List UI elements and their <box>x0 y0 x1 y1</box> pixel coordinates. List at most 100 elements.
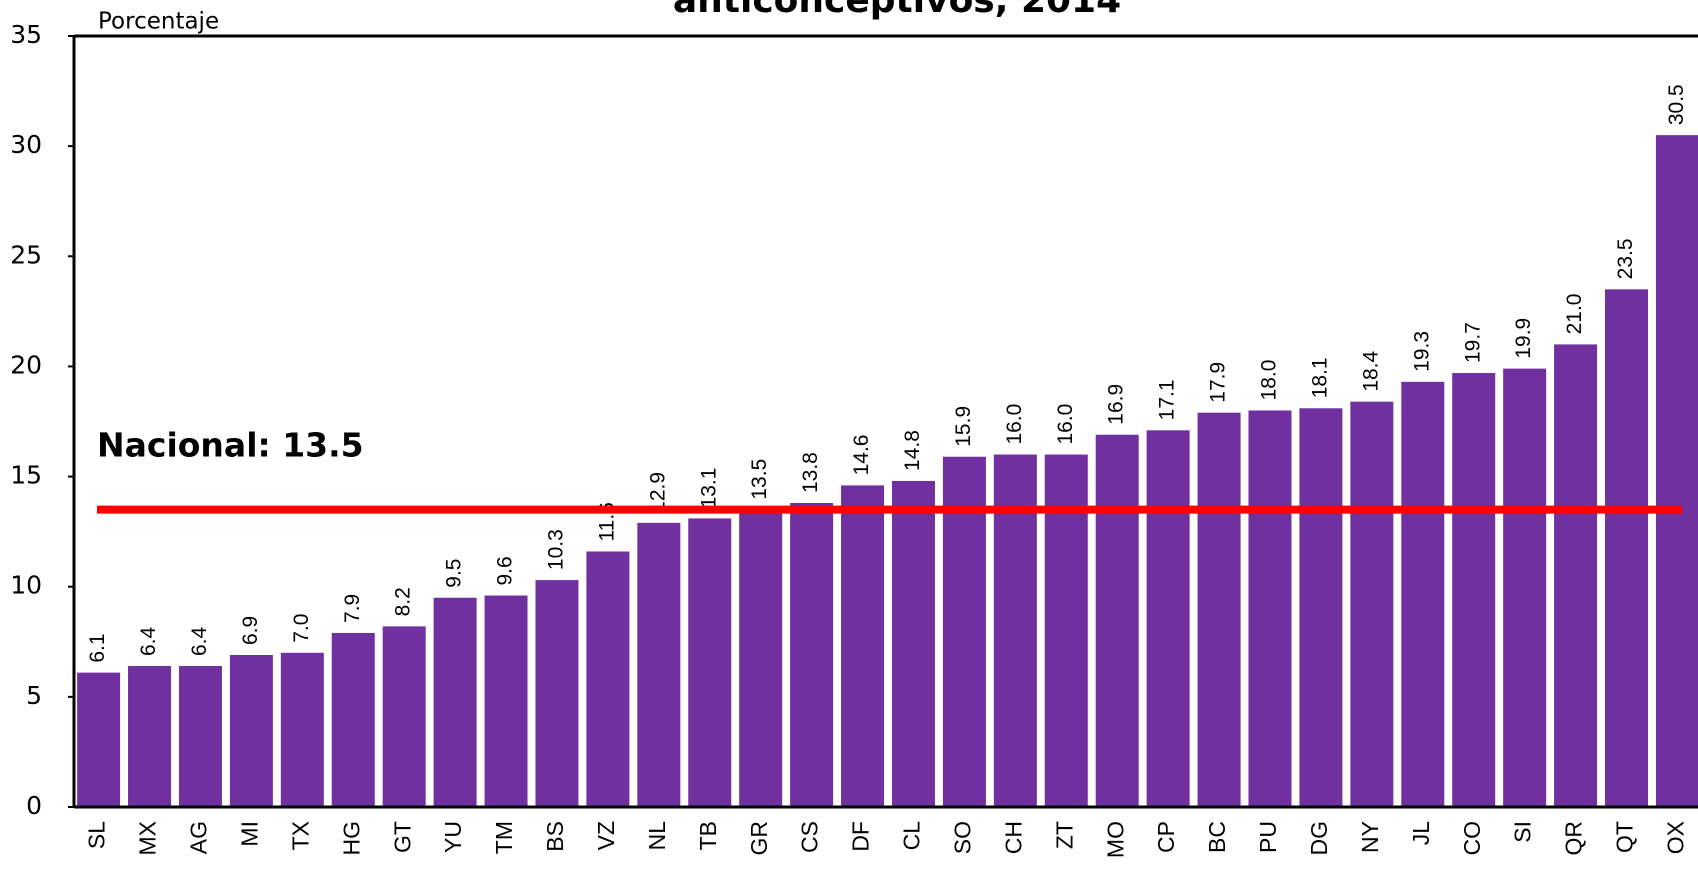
chart-title: anticonceptivos, 2014 <box>673 0 1121 21</box>
data-label: 9.6 <box>494 556 517 585</box>
data-label: 18.4 <box>1359 350 1382 391</box>
x-tick-label: SL <box>84 821 110 849</box>
data-label: 30.5 <box>1665 84 1688 125</box>
y-tick-label: 10 <box>10 571 42 600</box>
bar <box>433 597 477 807</box>
bar <box>1146 430 1190 807</box>
bar <box>841 485 885 807</box>
bar <box>739 509 783 807</box>
bar <box>280 652 324 807</box>
x-tick-label: CO <box>1459 821 1485 856</box>
bar <box>178 666 222 807</box>
bar <box>1401 381 1445 807</box>
data-label: 19.9 <box>1512 318 1535 359</box>
data-label: 6.9 <box>239 616 262 645</box>
bar <box>484 595 528 807</box>
data-label: 7.0 <box>290 614 313 643</box>
bar <box>1299 408 1343 807</box>
y-tick-label: 30 <box>10 130 42 159</box>
x-tick-label: MO <box>1102 821 1128 858</box>
y-tick-label: 35 <box>10 20 42 49</box>
data-label: 14.6 <box>850 435 873 476</box>
x-tick-label: QR <box>1561 821 1587 856</box>
x-tick-label: NL <box>644 821 670 851</box>
y-tick-label: 0 <box>26 791 42 820</box>
x-tick-label: TB <box>695 821 721 850</box>
x-tick-label: CS <box>797 821 823 853</box>
bar <box>1197 412 1241 807</box>
x-tick-label: VZ <box>593 821 619 850</box>
data-label: 17.1 <box>1156 379 1179 420</box>
bar <box>1350 401 1394 807</box>
x-tick-label: BC <box>1204 821 1230 853</box>
data-label: 6.4 <box>188 627 211 657</box>
data-label: 13.5 <box>748 459 771 500</box>
data-label: 17.9 <box>1207 362 1230 403</box>
data-label: 13.8 <box>799 452 822 493</box>
x-tick-label: OX <box>1663 821 1689 854</box>
x-tick-label: PU <box>1255 821 1281 853</box>
x-tick-label: DF <box>848 821 874 852</box>
bar <box>77 672 121 807</box>
y-tick-label: 25 <box>10 240 42 269</box>
bar <box>382 626 426 807</box>
x-tick-label: JL <box>1408 821 1434 846</box>
x-tick-label: CH <box>1000 821 1026 854</box>
bar <box>1554 344 1598 807</box>
bar <box>790 503 834 807</box>
data-label: 16.9 <box>1105 384 1128 425</box>
x-tick-label: YU <box>440 821 466 853</box>
x-tick-label: ZT <box>1051 821 1077 849</box>
bar <box>128 666 172 807</box>
data-label: 10.3 <box>545 529 568 570</box>
x-tick-label: AG <box>186 821 212 854</box>
bar <box>331 632 375 807</box>
data-label: 13.1 <box>697 468 720 509</box>
bar <box>586 551 630 807</box>
data-label: 18.0 <box>1258 360 1281 401</box>
data-label: 6.1 <box>86 633 109 662</box>
x-tick-label: DG <box>1306 821 1332 856</box>
x-tick-label: SO <box>949 821 975 854</box>
x-tick-label: MI <box>236 821 262 847</box>
data-label: 7.9 <box>341 594 364 623</box>
data-label: 19.3 <box>1410 331 1433 372</box>
bar <box>535 580 579 807</box>
x-tick-label: NY <box>1357 821 1383 853</box>
data-label: 6.4 <box>137 627 160 657</box>
data-label: 14.8 <box>901 430 924 471</box>
bar <box>1655 135 1698 808</box>
data-label: 15.9 <box>952 406 975 447</box>
bar <box>229 655 273 807</box>
data-label: 18.1 <box>1308 357 1331 398</box>
x-tick-label: GR <box>746 821 772 856</box>
bar <box>1095 434 1139 807</box>
y-tick-label: 15 <box>10 461 42 490</box>
x-tick-label: SI <box>1510 821 1536 843</box>
bar <box>637 522 681 807</box>
bar <box>1605 289 1648 807</box>
data-label: 9.5 <box>443 559 466 588</box>
bar <box>1452 373 1496 807</box>
bar <box>891 480 935 807</box>
data-label: 8.2 <box>392 587 415 616</box>
x-tick-label: CP <box>1153 821 1179 853</box>
x-tick-label: HG <box>338 821 364 856</box>
data-label: 16.0 <box>1054 404 1077 445</box>
bar <box>1248 410 1292 807</box>
x-tick-label: GT <box>389 821 415 853</box>
bar <box>942 456 986 807</box>
data-label: 16.0 <box>1003 404 1026 445</box>
x-tick-label: CL <box>899 821 925 851</box>
x-tick-label: TM <box>491 821 517 854</box>
bar <box>688 518 732 807</box>
x-tick-label: QT <box>1612 821 1638 853</box>
y-tick-label: 5 <box>26 681 42 710</box>
data-label: 21.0 <box>1563 294 1586 335</box>
reference-label: Nacional: 13.5 <box>97 426 364 465</box>
x-tick-label: TX <box>287 821 313 850</box>
x-tick-label: MX <box>135 821 161 856</box>
data-label: 19.7 <box>1461 322 1484 363</box>
